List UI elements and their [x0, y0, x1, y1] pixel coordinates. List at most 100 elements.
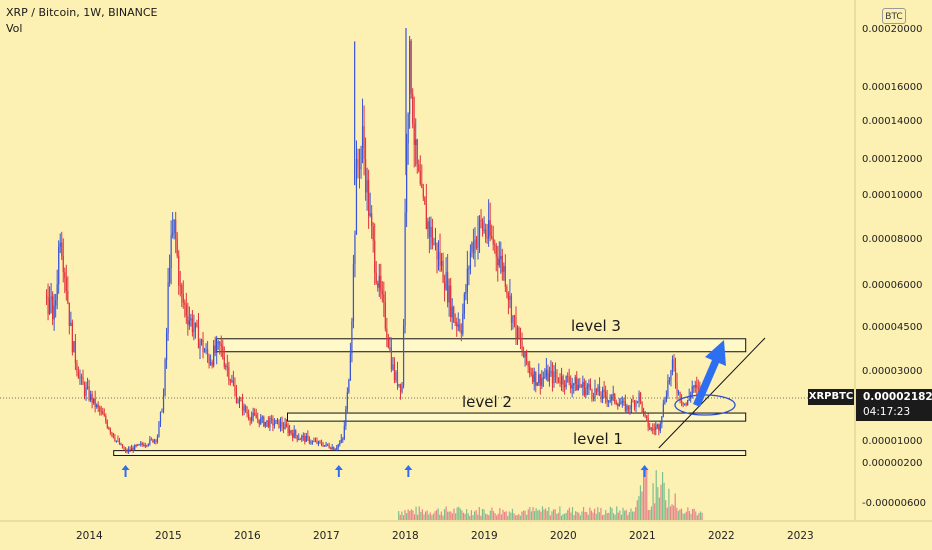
candle-body: [497, 256, 499, 266]
symbol-title[interactable]: XRP / Bitcoin, 1W, BINANCE: [6, 6, 158, 19]
volume-bar: [426, 510, 428, 520]
volume-bar: [524, 510, 526, 520]
candle-body: [509, 295, 511, 301]
candle-body: [193, 329, 195, 333]
candle-body: [222, 346, 224, 358]
candle-body: [352, 264, 355, 322]
volume-bar: [451, 513, 454, 520]
candle-body: [363, 126, 365, 160]
volume-bar: [537, 510, 539, 520]
volume-bar: [417, 514, 419, 520]
candle-body: [121, 444, 124, 449]
candle-body: [206, 349, 209, 357]
volume-bar: [600, 507, 602, 520]
volume-bar: [545, 508, 547, 520]
candle-body: [220, 344, 222, 347]
candle-body: [659, 423, 661, 431]
candle-body: [114, 437, 116, 441]
volume-bar: [552, 509, 555, 520]
volume-bar: [421, 509, 423, 520]
volume-bar: [673, 505, 675, 520]
candle-body: [480, 219, 482, 222]
candle-body: [650, 428, 652, 430]
volume-bar: [507, 515, 509, 520]
volume-bar: [407, 509, 409, 520]
volume-bar: [450, 511, 452, 520]
volume-bar: [589, 507, 591, 520]
volume-bar: [462, 512, 465, 520]
volume-bar: [636, 500, 638, 520]
candle-body: [167, 282, 169, 334]
candle-body: [305, 435, 307, 442]
volume-bar: [668, 488, 670, 520]
candle-body: [421, 183, 423, 189]
candle-body: [282, 427, 285, 429]
volume-bar: [546, 510, 548, 520]
x-tick-label: 2014: [76, 530, 103, 542]
volume-bar: [521, 511, 523, 520]
candle-body: [557, 377, 560, 382]
volume-bar: [688, 511, 691, 520]
candle-body: [519, 338, 522, 343]
volume-bar: [646, 470, 648, 520]
volume-bar: [565, 512, 567, 520]
candle-body: [418, 164, 420, 172]
candle-body: [395, 372, 397, 381]
volume-bar: [467, 513, 469, 520]
candle-body: [269, 418, 271, 428]
volume-bar: [401, 511, 403, 520]
candle-body: [510, 295, 513, 323]
volume-bar: [473, 511, 476, 520]
candle-body: [600, 395, 602, 399]
candle-body: [541, 378, 543, 386]
volume-bar: [598, 512, 600, 520]
candle-body: [398, 383, 400, 386]
candle-body: [662, 403, 664, 417]
candle-body: [210, 362, 212, 365]
volume-bar: [456, 507, 458, 520]
candle-body: [483, 229, 485, 232]
candle-body: [609, 400, 611, 402]
volume-bar: [691, 509, 694, 520]
candle-body: [156, 436, 159, 442]
candle-body: [333, 447, 335, 450]
candle-body: [90, 394, 92, 401]
volume-bar: [440, 511, 442, 520]
volume-bar: [423, 514, 425, 520]
x-tick-label: 2016: [234, 530, 261, 542]
volume-bar: [529, 506, 531, 520]
volume-bar: [570, 512, 572, 520]
candle-body: [428, 221, 430, 238]
candle-body: [264, 421, 266, 427]
candle-body: [263, 416, 265, 427]
candle-body: [68, 302, 70, 327]
candle-body: [346, 392, 348, 410]
volume-bar: [571, 507, 574, 520]
candle-body: [273, 423, 276, 426]
candle-body: [386, 328, 388, 338]
volume-bar: [643, 470, 645, 520]
y-tick-label: 0.00016000: [862, 82, 922, 93]
candle-body: [407, 114, 409, 144]
volume-bar: [519, 515, 521, 520]
volume-bar: [628, 512, 630, 520]
candle-body: [665, 395, 667, 402]
candle-body: [605, 391, 607, 399]
volume-bar: [559, 506, 561, 520]
candle-body: [573, 383, 575, 386]
candle-body: [682, 402, 684, 405]
volume-bar: [445, 506, 447, 520]
volume-bar: [500, 514, 502, 520]
volume-bar: [695, 511, 697, 520]
volume-bar: [453, 508, 455, 520]
candle-body: [226, 365, 228, 368]
currency-badge[interactable]: BTC: [882, 8, 906, 24]
volume-bar: [508, 511, 510, 520]
candle-body: [275, 420, 277, 424]
volume-label[interactable]: Vol: [6, 22, 23, 35]
volume-bar: [622, 507, 624, 520]
candle-body: [366, 180, 368, 193]
candle-body: [488, 220, 490, 239]
candle-body: [290, 430, 292, 434]
